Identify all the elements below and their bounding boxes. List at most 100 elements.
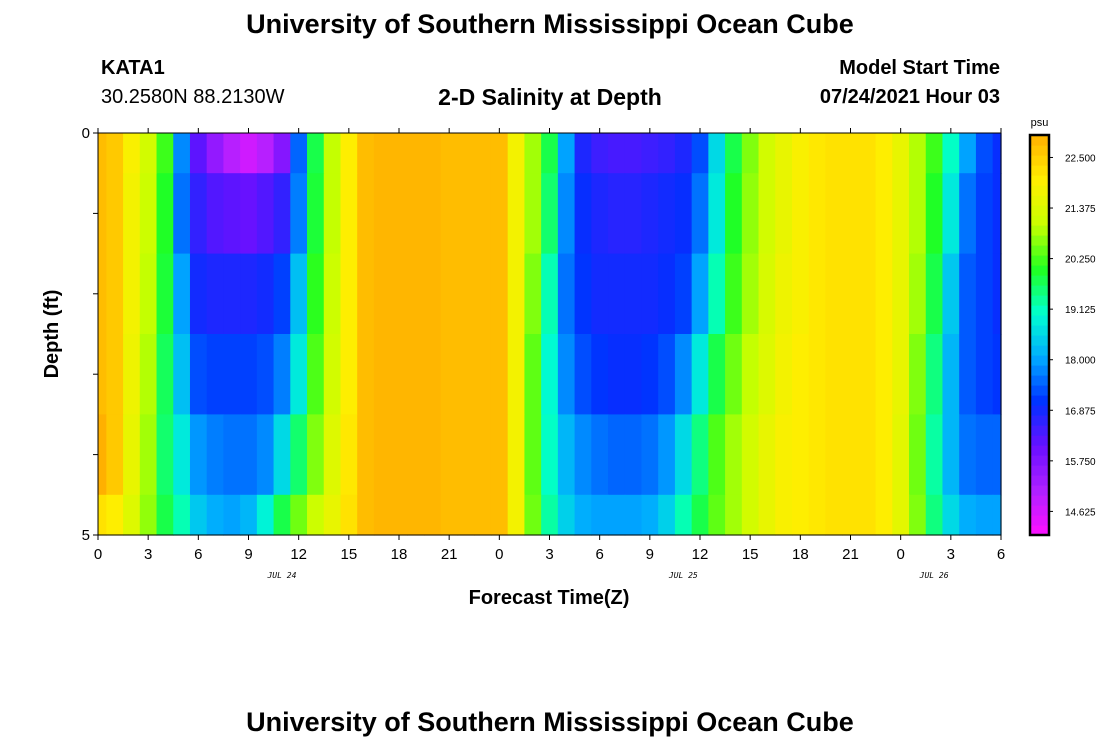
heatmap-cell (373, 494, 392, 536)
heatmap-cell (440, 494, 459, 536)
colorbar-swatch (1030, 465, 1049, 476)
heatmap-cell (925, 253, 944, 335)
heatmap-cell (139, 253, 158, 335)
heatmap-cell (307, 414, 325, 496)
heatmap-cell (340, 173, 358, 255)
colorbar-swatch (1030, 375, 1049, 386)
heatmap-cell (574, 173, 592, 255)
heatmap-cell (925, 414, 944, 496)
heatmap-cell (156, 494, 174, 536)
heatmap-cell (189, 253, 208, 335)
heatmap-cell (641, 253, 659, 335)
colorbar-swatch (1030, 455, 1049, 466)
heatmap-cell (892, 334, 910, 415)
heatmap-cell (591, 494, 609, 536)
colorbar-tick-label: 18.000 (1065, 356, 1096, 367)
heatmap-cell (139, 414, 158, 496)
colorbar-swatch (1030, 415, 1049, 426)
heatmap-cell (524, 494, 542, 536)
heatmap-cell (390, 253, 408, 335)
heatmap-cell (106, 133, 124, 174)
heatmap-cell (674, 494, 693, 536)
heatmap-cell (457, 173, 475, 255)
heatmap-cell (591, 133, 609, 174)
heatmap-cell (641, 173, 659, 255)
heatmap-cell (959, 334, 977, 415)
colorbar-tick-label: 20.250 (1065, 255, 1096, 266)
colorbar-unit: psu (1031, 117, 1049, 129)
date-label: JUL 25 (668, 571, 698, 580)
heatmap-cell (758, 173, 776, 255)
heatmap-cell (758, 414, 776, 496)
colorbar-tick-label: 15.750 (1065, 457, 1096, 468)
heatmap-cell (273, 334, 291, 415)
heatmap-cell (992, 414, 1002, 496)
heatmap-cell (323, 173, 342, 255)
heatmap-cell (942, 253, 960, 335)
heatmap-cell (123, 133, 141, 174)
heatmap-cell (373, 253, 392, 335)
heatmap-cell (574, 414, 592, 496)
heatmap-cell (256, 253, 275, 335)
colorbar-swatch (1030, 355, 1049, 366)
heatmap-cell (892, 253, 910, 335)
heatmap-cell (206, 173, 225, 255)
heatmap-cell (256, 133, 275, 174)
colorbar-swatch (1030, 345, 1049, 356)
heatmap-cell (825, 253, 843, 335)
heatmap-cell (106, 334, 124, 415)
heatmap-cell (708, 494, 726, 536)
heatmap-cell (98, 494, 107, 536)
x-tick-label: 6 (997, 546, 1005, 563)
heatmap-cell (691, 253, 709, 335)
heatmap-cell (674, 253, 693, 335)
model-start-time: 07/24/2021 Hour 03 (819, 86, 1000, 108)
heatmap-cell (791, 173, 810, 255)
heatmap-cell (842, 253, 860, 335)
heatmap-cell (741, 253, 760, 335)
heatmap-cell (541, 133, 559, 174)
heatmap-cell (591, 334, 609, 415)
heatmap-cell (123, 494, 141, 536)
heatmap-cell (323, 253, 342, 335)
heatmap-cell (223, 414, 241, 496)
colorbar-swatch (1030, 175, 1049, 186)
heatmap-cell (641, 494, 659, 536)
heatmap-cell (390, 334, 408, 415)
y-tick-label: 0 (82, 125, 90, 142)
heatmap-cell (791, 494, 810, 536)
heatmap-cell (842, 133, 860, 174)
heatmap-cell (290, 414, 308, 496)
colorbar-swatch (1030, 165, 1049, 176)
x-tick-label: 21 (441, 546, 458, 563)
heatmap-cell (524, 414, 542, 496)
x-axis-label: Forecast Time(Z) (469, 587, 630, 609)
heatmap-cell (98, 173, 107, 255)
heatmap-cell (959, 253, 977, 335)
heatmap-cell (708, 414, 726, 496)
heatmap-cell (557, 494, 576, 536)
main-title: University of Southern Mississippi Ocean… (246, 9, 854, 39)
heatmap-cell (139, 494, 158, 536)
heatmap-cell (357, 133, 375, 174)
heatmap-cell (975, 414, 994, 496)
heatmap-cell (992, 253, 1002, 335)
heatmap-cell (357, 494, 375, 536)
heatmap-cell (758, 494, 776, 536)
heatmap-cell (357, 253, 375, 335)
heatmap-cell (256, 334, 275, 415)
heatmap-cell (106, 414, 124, 496)
heatmap-cell (457, 133, 475, 174)
heatmap-cell (273, 133, 291, 174)
heatmap-cell (992, 334, 1002, 415)
colorbar-swatch (1030, 365, 1049, 376)
heatmap-cell (307, 253, 325, 335)
heatmap-cell (373, 173, 392, 255)
heatmap-cell (173, 133, 191, 174)
heatmap-cell (975, 253, 994, 335)
heatmap-cell (541, 173, 559, 255)
heatmap-cell (624, 133, 643, 174)
colorbar-swatch (1030, 135, 1049, 146)
heatmap-cell (240, 494, 258, 536)
heatmap-cell (608, 133, 626, 174)
